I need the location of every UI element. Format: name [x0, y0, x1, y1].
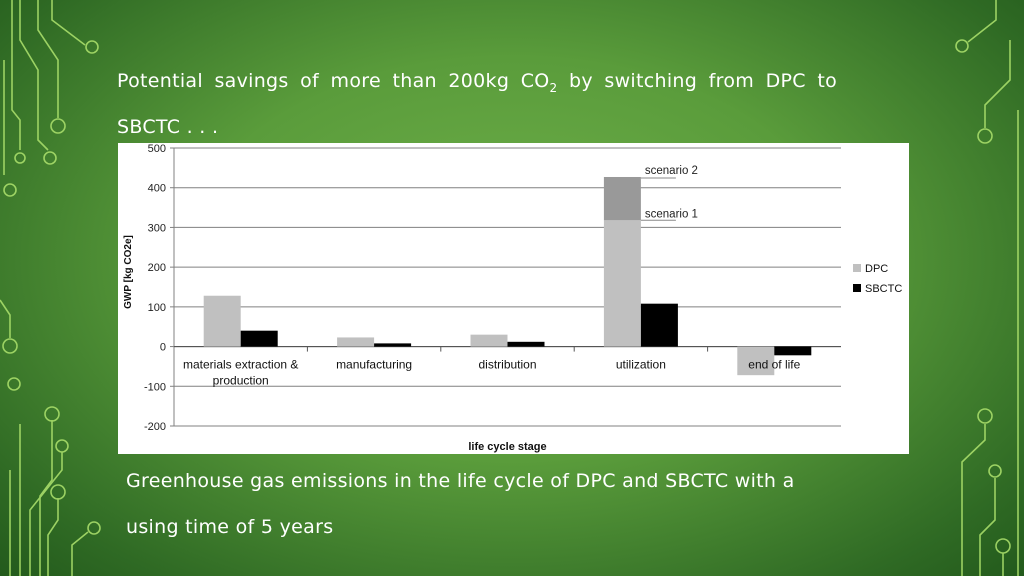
bar-dpc [470, 334, 508, 347]
bar-sbctc [774, 346, 812, 356]
x-category-label: production [213, 374, 269, 388]
legend-swatch-sbctc [853, 284, 861, 292]
chart-image: -200 -100 0 100 200 300 400 500 materials extrac… [118, 143, 909, 454]
bar-dpc [737, 346, 775, 376]
scenario-2-annotation: scenario 2 [645, 165, 698, 177]
bar-dpc [203, 295, 241, 347]
bar-sbctc [507, 341, 545, 347]
slide-title: Potential savings of more than 200kg CO2… [117, 58, 837, 150]
gwp-bar-chart: -200 -100 0 100 200 300 400 500 materials extrac… [123, 143, 902, 453]
y-tick-label: 500 [148, 143, 166, 155]
title-subscript: 2 [549, 80, 558, 95]
x-category-label: manufacturing [336, 358, 412, 372]
bar-sbctc [640, 303, 678, 347]
bar-dpc [603, 220, 641, 347]
y-tick-label: 200 [148, 262, 166, 274]
x-category-label: materials extraction & [183, 358, 298, 372]
scenario-1-annotation: scenario 1 [645, 208, 698, 220]
legend-swatch-dpc [853, 264, 861, 272]
bar-scenario-2-extra [603, 176, 641, 221]
y-tick-label: -100 [144, 381, 166, 393]
legend-label-sbctc: SBCTC [865, 283, 902, 295]
x-category-label: utilization [616, 358, 666, 372]
y-tick-label: 0 [160, 342, 166, 354]
y-axis-title: GWP [kg CO2e] [123, 235, 134, 309]
y-tick-label: 300 [148, 222, 166, 234]
title-text: Potential savings of more than 200kg CO [117, 70, 550, 92]
x-category-label: end of life [748, 358, 800, 372]
title-text-end: by switching from DPC to SBCTC . . . [117, 70, 838, 138]
y-tick-label: 400 [148, 183, 166, 195]
bar-dpc [337, 337, 375, 347]
bar-sbctc [374, 343, 412, 347]
bar-sbctc [240, 330, 278, 347]
y-tick-label: -200 [144, 421, 166, 433]
legend-label-dpc: DPC [865, 263, 888, 275]
x-axis-title: life cycle stage [468, 441, 546, 453]
chart-caption: Greenhouse gas emissions in the life cyc… [126, 470, 795, 538]
y-tick-label: 100 [148, 302, 166, 314]
x-category-label: distribution [478, 358, 536, 372]
